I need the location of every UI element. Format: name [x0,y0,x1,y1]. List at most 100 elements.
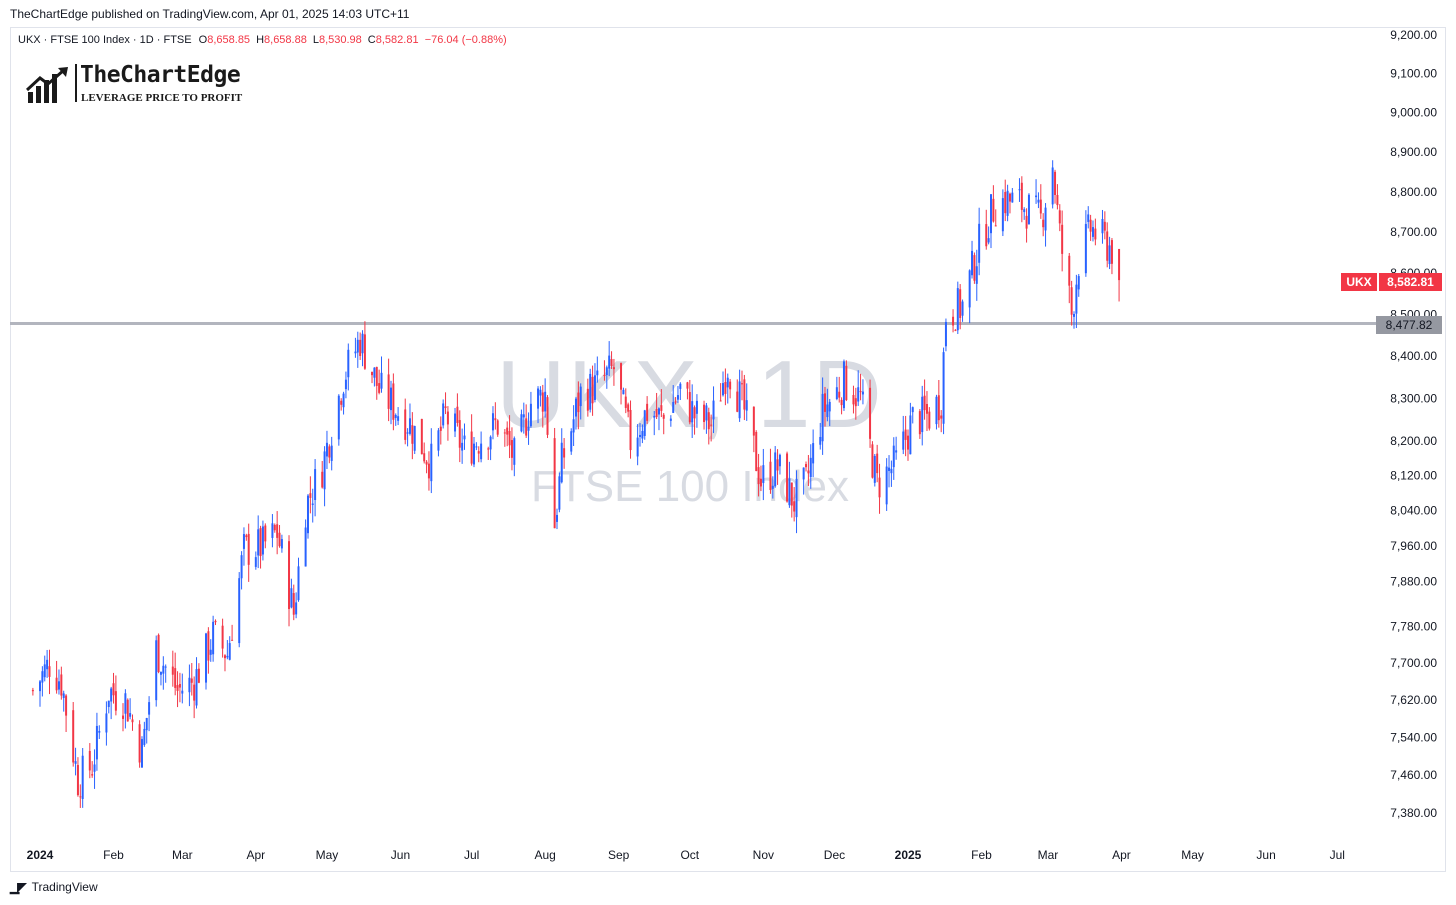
candle-body [323,451,326,490]
x-tick-label: May [316,848,339,862]
x-tick-label: Feb [103,848,124,862]
candle-body [959,289,962,318]
candle-body [387,374,390,409]
candle-body [937,395,940,421]
candle-body [978,223,981,263]
publish-caption: TheChartEdge published on TradingView.co… [10,7,410,21]
ohlc-label: L [312,34,319,46]
candle-body [157,634,160,672]
candle-body [560,442,563,483]
candle-body [487,448,490,450]
candle-body [413,426,416,451]
candle-body [273,524,276,531]
candle-body [361,333,364,354]
candle-body [852,394,855,405]
candle-body [439,426,442,431]
candle-body [707,412,710,430]
candle-body [397,416,400,421]
candle-body [375,366,378,386]
symbol-legend[interactable]: UKX · FTSE 100 Index · 1D · FTSE O8,658.… [18,34,507,46]
ohlc-item: C8,582.81 [368,34,419,46]
candle-body [363,334,366,369]
candle-body [411,425,414,444]
candle-body [57,681,60,690]
candle-body [539,389,542,396]
candle-body [271,523,274,538]
candle-body [529,403,532,427]
candle-body [1061,224,1064,254]
candle-body [43,664,46,678]
candle-body [570,431,573,452]
candle-body [1058,210,1061,224]
candle-body [987,238,990,243]
candle-body [1037,199,1040,203]
ohlc-label: C [367,34,376,46]
candle-body [802,467,805,480]
candle-body [736,391,739,412]
candle-body [662,414,665,419]
candle-body [672,402,675,413]
candle-body [724,381,727,394]
x-tick-label: Dec [824,848,845,862]
candle-body [961,301,964,316]
candle-body [940,415,943,419]
candle-body [91,774,94,776]
ohlc-value: 8,582.81 [375,34,419,46]
candle-body [212,621,215,655]
candle-body [1011,192,1014,203]
x-tick-label: Oct [680,848,699,862]
candle-body [722,383,725,396]
candle-body [31,689,34,692]
candle-body [786,453,789,502]
y-tick-label: 7,460.00 [1390,768,1437,782]
candle-body [596,370,599,376]
candle-body [1068,255,1071,286]
candle-body [826,404,829,418]
candle-body [458,420,461,448]
candle-body [627,404,630,412]
candle-body [207,631,210,661]
candle-body [330,445,333,461]
candle-body [757,467,760,485]
last-price-tag: 8,582.81 [1379,273,1442,291]
candle-body [612,367,615,370]
candle-body [823,393,826,412]
bar-chart-arrow-icon [26,67,68,103]
level-price-tag: 8,477.82 [1376,316,1442,334]
candle-body [774,452,777,487]
candle-body [228,643,231,660]
candle-body [1054,171,1057,196]
candle-body [610,359,613,366]
candle-body [55,677,58,691]
candle-body [342,393,345,408]
candle-body [553,438,556,529]
candle-body [703,404,706,423]
candle-body [174,668,177,688]
candle-body [1118,248,1121,281]
change-value: −76.04 (−0.88%) [424,34,507,46]
y-tick-label: 9,000.00 [1390,106,1437,120]
footer-brand[interactable]: ▁◤ TradingView [10,880,98,894]
candle-body [1051,167,1054,205]
candle-body [41,671,44,683]
candle-body [328,446,331,458]
candle-body [420,418,423,455]
candle-body [1020,182,1023,210]
ohlc-value: 8,658.88 [264,34,307,46]
candle-body [738,381,741,419]
ohlc-item: H8,658.88 [256,34,307,46]
candle-body [195,669,198,706]
candle-body [643,410,646,436]
ohlc-value: 8,530.98 [318,34,362,46]
candle-body [558,476,561,510]
candle-body [1018,189,1021,191]
candle-body [589,373,592,410]
candle-body [107,700,110,708]
y-tick-label: 8,040.00 [1390,504,1437,518]
candle-body [60,674,63,696]
candle-body [795,478,798,518]
candle-body [1084,223,1087,274]
candle-body [828,401,831,412]
ohlc-item: O8,658.85 [199,34,250,46]
